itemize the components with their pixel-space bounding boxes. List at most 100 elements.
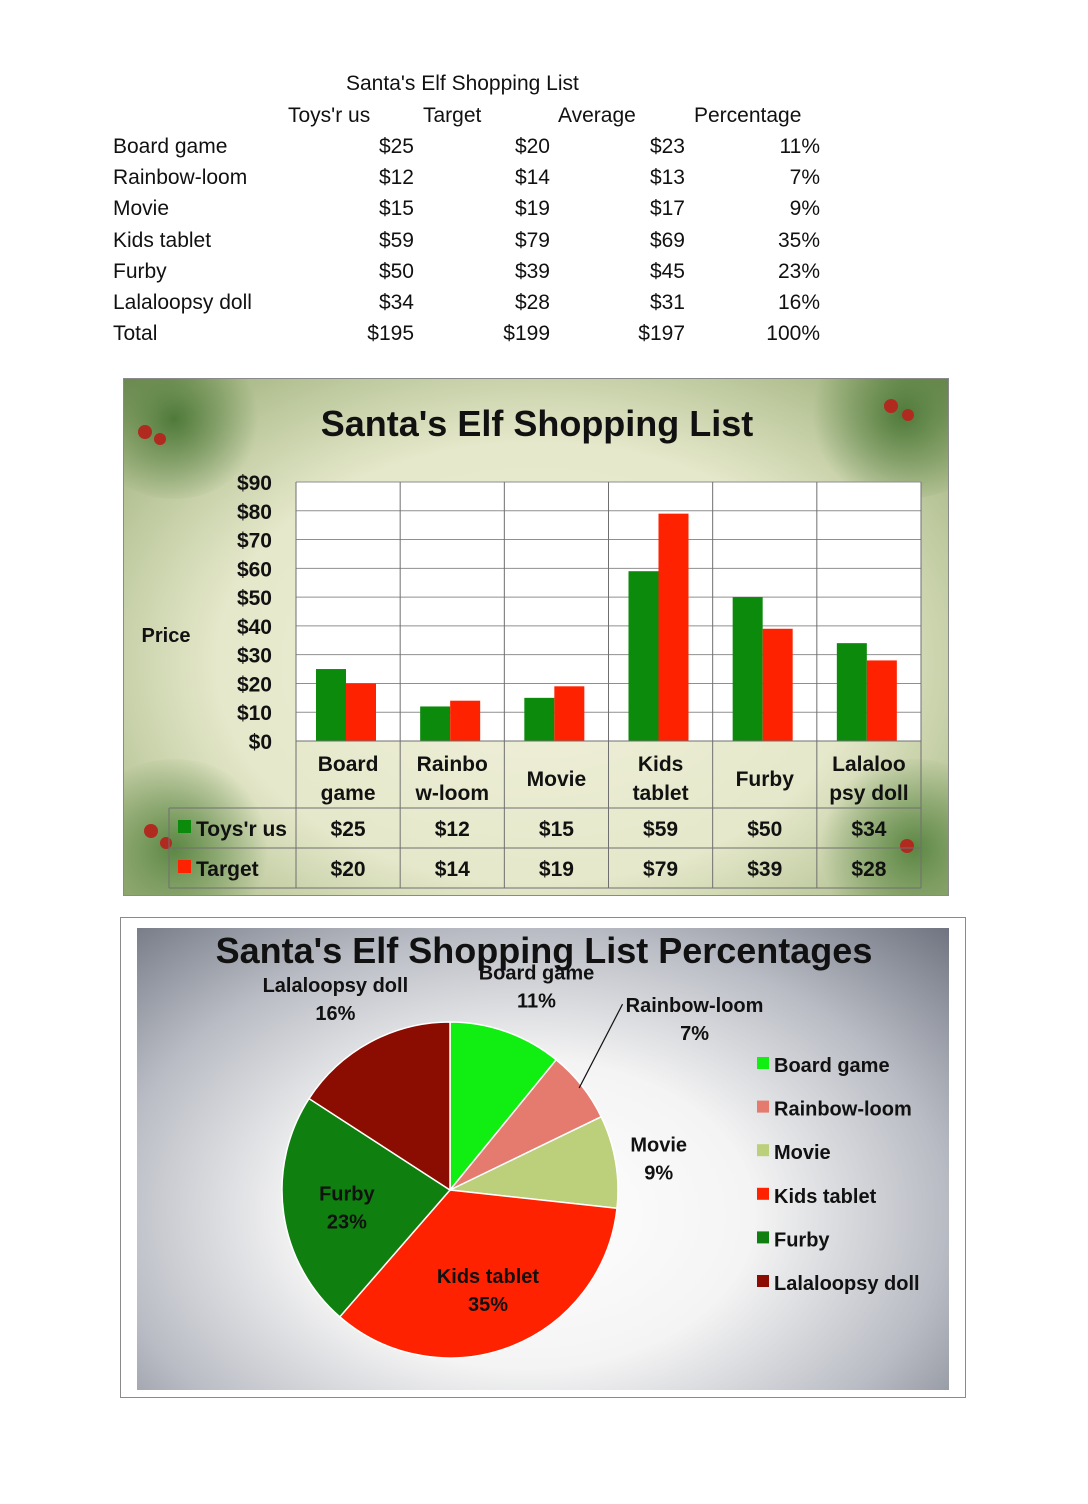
data-table-value: $39	[747, 858, 782, 881]
legend-key	[757, 1275, 769, 1287]
legend-key	[757, 1144, 769, 1157]
x-tick-label-line: Furby	[736, 768, 795, 791]
data-table-value: $12	[435, 818, 470, 841]
table-cell-toys: $15	[378, 197, 414, 221]
y-tick-label: $30	[237, 645, 272, 668]
pie-slice-movie	[447, 1115, 619, 1210]
pie-leader-line	[578, 1003, 624, 1089]
data-table-value: $59	[643, 818, 678, 841]
pie-data-label-value: 9%	[644, 1163, 673, 1185]
table-row: Rainbow-loom $12 $14 $13 7%	[0, 166, 1088, 197]
table-cell-toys: $34	[378, 291, 414, 314]
x-tick-label-line: Board	[318, 753, 379, 776]
bar-target	[658, 513, 689, 741]
bar-toysrus	[524, 697, 555, 741]
y-tick-label: $90	[237, 472, 272, 495]
bar-toysrus	[836, 643, 867, 741]
x-tick-label: Kids tablet	[633, 753, 689, 805]
pie-slice-boardgame	[449, 1021, 558, 1193]
pie-data-label: Rainbow-loom 7%	[626, 995, 764, 1045]
y-axis-label: Price	[142, 625, 191, 647]
table-cell-target: $199	[503, 322, 550, 346]
table-cell-target: $14	[514, 166, 550, 190]
table-cell-avg: $31	[649, 291, 685, 314]
bar-target	[554, 686, 585, 741]
bar-target	[866, 660, 897, 741]
table-row: Kids tablet $59 $79 $69 35%	[0, 229, 1088, 260]
table-row: Furby $50 $39 $45 23%	[0, 260, 1088, 291]
legend-key	[757, 1057, 769, 1069]
bar-chart-panel: Santa's Elf Shopping List $0 $10 $20 $30 $40…	[123, 378, 949, 896]
table-cell-item: Total	[113, 322, 158, 346]
table-header: Toys'r us Target Average Percentage	[0, 104, 1088, 132]
pie-data-label-value: 35%	[468, 1294, 508, 1316]
table-cell-pct: 100%	[766, 322, 820, 346]
data-table-value: $15	[539, 818, 574, 841]
x-tick-label-line: Movie	[527, 768, 587, 791]
table-cell-target: $20	[514, 135, 550, 158]
pie-slice-furby	[281, 1097, 452, 1318]
table-cell-avg: $197	[638, 322, 685, 346]
table-cell-avg: $13	[649, 166, 685, 190]
bar-chart-title: Santa's Elf Shopping List	[320, 403, 754, 444]
data-table-value: $19	[539, 858, 574, 881]
data-table-value: $25	[331, 818, 366, 841]
legend-label: Board game	[774, 1055, 890, 1077]
bar-toysrus	[628, 571, 659, 741]
pie-data-label: Furby 23%	[319, 1184, 375, 1234]
data-table-grid	[168, 482, 922, 889]
pie-data-label-value: 16%	[315, 1003, 355, 1025]
table-row: Total $195 $199 $197 100%	[0, 322, 1088, 353]
legend-label: Lalaloopsy doll	[774, 1273, 920, 1295]
legend-label: Kids tablet	[774, 1186, 877, 1208]
legend-key	[178, 860, 191, 873]
x-tick-label-line: tablet	[633, 782, 689, 805]
bar-chart-svg: $0 $10 $20 $30 $40 $50 $60 $70 $80 $90 Price Board g…	[142, 472, 922, 889]
table-cell-toys: $12	[378, 166, 414, 190]
pie-slice-kidstablet	[338, 1189, 618, 1359]
table-cell-toys: $25	[378, 135, 414, 158]
table-cell-item: Lalaloopsy doll	[113, 291, 252, 314]
table-row: Board game $25 $20 $23 11%	[0, 135, 1088, 166]
header-target: Target	[423, 104, 482, 127]
table-cell-avg: $45	[649, 259, 685, 283]
header-average: Average	[558, 104, 636, 127]
legend-key	[757, 1100, 769, 1113]
table-cell-toys: $195	[367, 322, 414, 346]
header-percentage: Percentage	[694, 104, 802, 127]
data-table-value: $50	[747, 818, 782, 841]
y-tick-label: $10	[237, 702, 272, 725]
x-tick-label-line: Lalaloo	[832, 753, 906, 776]
legend-key	[757, 1187, 769, 1200]
table-cell-pct: 16%	[777, 291, 820, 314]
pie-slice-lalaloopsydoll	[308, 1021, 451, 1192]
legend-label: Toys'r us	[196, 818, 287, 841]
legend-label: Rainbow-loom	[774, 1099, 912, 1121]
x-tick-label-line: game	[321, 782, 376, 805]
data-table-value: $79	[643, 858, 678, 881]
table-row: Lalaloopsy doll $34 $28 $31 16%	[0, 291, 1088, 322]
bar-target	[762, 628, 793, 741]
y-tick-label: $40	[237, 616, 272, 639]
table-cell-target: $28	[514, 291, 550, 314]
header-toysrus: Toys'r us	[288, 104, 371, 127]
legend-key	[178, 820, 191, 833]
pie-data-label-value: 7%	[680, 1023, 709, 1045]
pie-data-label: Movie 9%	[630, 1135, 687, 1185]
x-tick-label: Furby	[736, 768, 795, 791]
x-tick-label-line: Kids	[638, 753, 684, 776]
x-tick-label-line: Rainbo	[417, 753, 488, 776]
legend-key	[757, 1231, 769, 1244]
data-table-value: $14	[435, 858, 470, 881]
table-cell-pct: 11%	[779, 135, 820, 158]
pie-data-label-name: Lalaloopsy doll	[263, 975, 409, 997]
table-cell-target: $79	[514, 228, 550, 252]
y-tick-label: $70	[237, 530, 272, 553]
bar-toysrus	[732, 597, 763, 741]
table-cell-item: Movie	[113, 197, 170, 221]
table-cell-item: Kids tablet	[113, 228, 212, 252]
table-cell-avg: $17	[649, 197, 685, 221]
table-cell-item: Rainbow-loom	[113, 166, 248, 190]
pie-data-label-name: Furby	[319, 1184, 375, 1206]
pie-data-label: Kids tablet 35%	[437, 1266, 540, 1316]
